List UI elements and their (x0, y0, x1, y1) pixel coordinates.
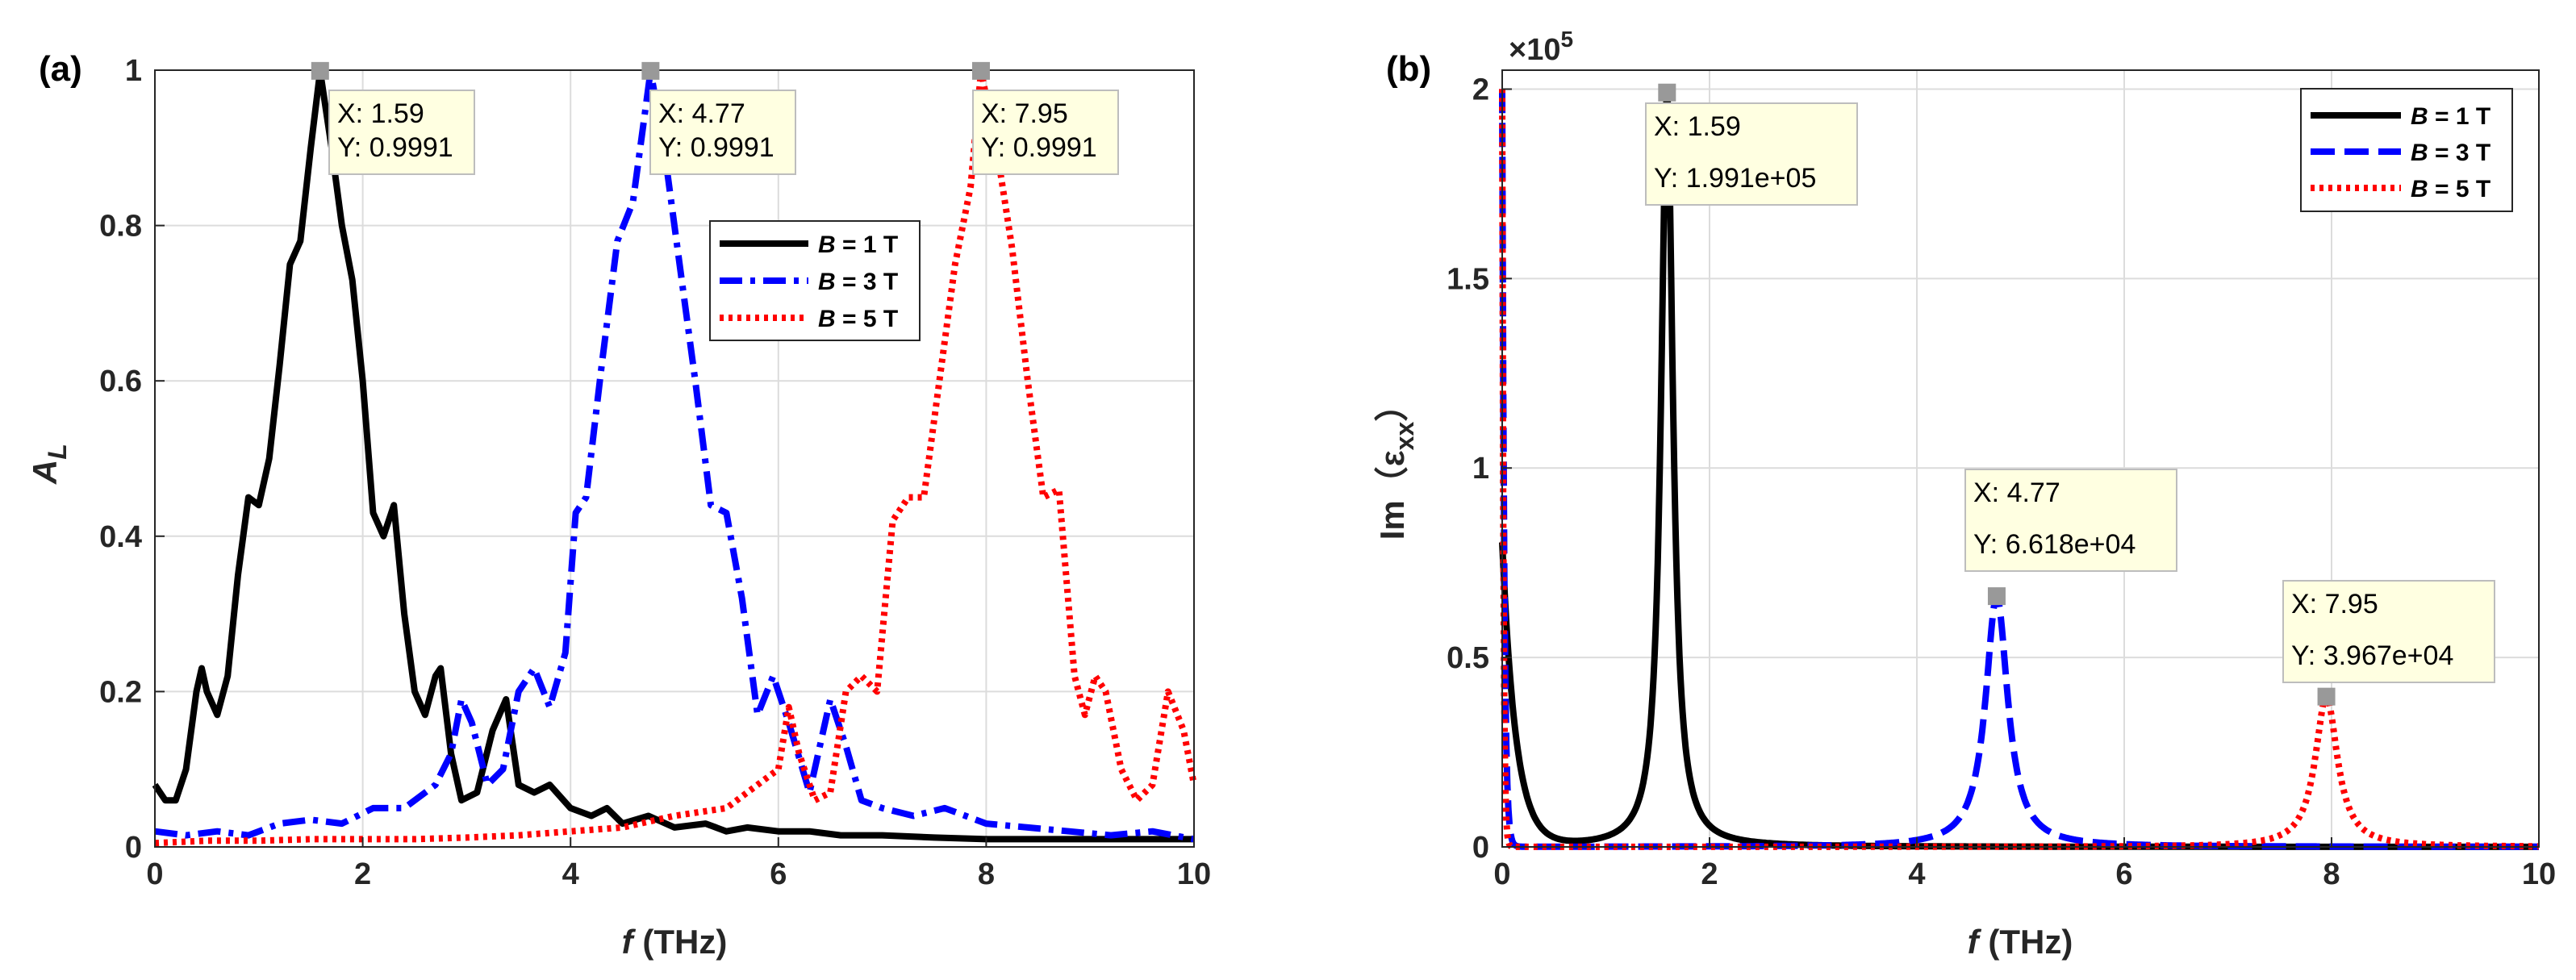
panel-a-datatip-x: X: 7.95 (981, 98, 1068, 129)
panel-b-ylabel-close: ） (1373, 388, 1411, 422)
panel-a-series (152, 67, 1197, 847)
panel-a-xtick-label: 10 (1177, 857, 1211, 891)
panel-b-legend: B = 1 T B = 3 T B = 5 T (2300, 88, 2513, 212)
panel-a-legend-b5: B = 5 T (818, 306, 898, 332)
panel-a-datatip-marker (971, 61, 990, 80)
panel-b-legend-box (2300, 88, 2513, 212)
panel-a-legend-b3: B = 3 T (818, 269, 898, 295)
panel-a-datatip-marker (641, 61, 660, 80)
panel-a-xtick-label: 6 (770, 857, 787, 891)
panel-b-datatip-box (2282, 580, 2495, 683)
panel-a-ylabel-sub: L (43, 444, 72, 460)
panel-b-legend-b5: B = 5 T (2411, 176, 2490, 202)
panel-a-plot-area (155, 70, 1194, 847)
panel-b-exponent-base: ×10 (1509, 33, 1560, 67)
panel-a-xlabel: f (THz) (622, 923, 728, 961)
panel-b-legend-b1: B = 1 T (2411, 103, 2490, 130)
panel-b-xtick-label: 6 (2115, 857, 2132, 891)
panel-a-series-b-3-t (154, 67, 1195, 843)
panel-b-ytick-label: 1.5 (1447, 262, 1489, 296)
panel-a-legend-b5-val: = 5 T (836, 306, 899, 332)
panel-b-exponent: ×105 (1509, 27, 1573, 67)
panel-a-ytick-label: 0.8 (99, 210, 142, 244)
panel-a-datatip-x: X: 1.59 (337, 98, 424, 129)
panel-b-datatip-x: X: 4.77 (1973, 477, 2060, 508)
panel-a-series-b-1-t (152, 67, 1194, 843)
panel-a-xlabel-var: f (622, 923, 637, 961)
panel-a-datatip-y: Y: 0.9991 (337, 132, 453, 163)
panel-b-datatip-box (1964, 469, 2177, 572)
panel-a-legend-b1-var: B (818, 231, 836, 258)
panel-b-ytick-label: 2 (1472, 73, 1489, 106)
panel-a-ylabel-main: A (26, 460, 64, 485)
panel-a-legend-b3-val: = 3 T (836, 269, 899, 295)
panel-a-ytick-label: 0.4 (99, 520, 142, 554)
panel-a-xtick-label: 0 (146, 857, 163, 891)
panel-a-ylabel: AL (26, 444, 72, 485)
panel-b-legend-b3: B = 3 T (2411, 140, 2490, 166)
panel-b-datatip-marker (1658, 83, 1676, 102)
panel-a-ytick-label: 1 (125, 54, 142, 88)
panel-a-legend-b5-var: B (818, 306, 836, 332)
panel-b-xtick-label: 4 (1908, 857, 1925, 891)
panel-b-chart: (b) 0 2 4 6 8 10 0 0.5 1 1.5 2 X: 1.59 Y: 1.991e+05… (1373, 27, 2556, 961)
panel-a-datatip-y: Y: 0.9991 (981, 132, 1097, 163)
panel-a-axes-box (154, 69, 1195, 848)
panel-b-datatip-y: Y: 3.967e+04 (2291, 640, 2453, 671)
panel-b-ylabel-sub: xx (1390, 422, 1419, 451)
panel-a-xlabel-unit: (THz) (633, 923, 728, 961)
panel-a-xtick-label: 8 (978, 857, 995, 891)
panel-b-ytick-label: 0 (1472, 831, 1489, 865)
panel-b-legend-b3-val: = 3 T (2428, 140, 2491, 166)
panel-b-axes-box (1501, 69, 2540, 848)
panel-b-xlabel-var: f (1968, 923, 1982, 961)
panel-a-datatip-box (972, 90, 1119, 175)
panel-a-xtick-label: 4 (562, 857, 579, 891)
panel-b-datatip-x: X: 1.59 (1654, 111, 1741, 142)
panel-b-ytick-label: 1 (1472, 452, 1489, 486)
panel-b-datatips: X: 1.59 Y: 1.991e+05 X: 4.77 Y: 6.618e+04 X:… (1645, 83, 2495, 706)
panel-a-legend-b3-var: B (818, 269, 836, 295)
panel-b-label: (b) (1386, 49, 1431, 89)
panel-b-datatip-x: X: 7.95 (2291, 589, 2378, 619)
panel-a-legend-b1: B = 1 T (818, 231, 898, 258)
panel-b-datatip-marker (2317, 687, 2336, 706)
panel-a-ytick-label: 0.2 (99, 675, 142, 709)
panel-b-exponent-power: 5 (1560, 27, 1573, 52)
panel-a-datatip-y: Y: 0.9991 (658, 132, 774, 163)
panel-a-label: (a) (39, 49, 82, 89)
panel-b-legend-b3-var: B (2411, 140, 2428, 166)
panel-b-xlabel-unit: (THz) (1979, 923, 2073, 961)
panel-a-legend: B = 1 T B = 3 T B = 5 T (709, 220, 921, 341)
panel-b-xtick-label: 0 (1493, 857, 1510, 891)
panel-b-legend-b1-var: B (2411, 103, 2428, 130)
panel-a-datatip-marker (311, 61, 329, 80)
panel-b-ticks: 0 2 4 6 8 10 0 0.5 1 1.5 2 (1447, 73, 2556, 891)
panel-a-datatip-box (649, 90, 796, 175)
panel-b-datatip-box (1645, 102, 1858, 206)
panel-a-datatip-box (328, 90, 475, 175)
panel-a-legend-b1-val: = 1 T (836, 231, 899, 258)
panel-a-ticks: 0 2 4 6 8 10 0 0.2 0.4 0.6 0.8 1 (99, 54, 1211, 891)
panel-b-xtick-label: 2 (1701, 857, 1718, 891)
panel-b-xtick-label: 8 (2323, 857, 2340, 891)
panel-a-xtick-label: 2 (354, 857, 371, 891)
panel-b-ylabel: Im（εxx） (1373, 388, 1419, 540)
panel-b-ytick-label: 0.5 (1447, 641, 1489, 675)
panel-a-ytick-label: 0 (125, 831, 142, 865)
panel-b-datatip-y: Y: 1.991e+05 (1654, 163, 1816, 194)
panel-b-xlabel: f (THz) (1968, 923, 2073, 961)
panel-b-xtick-label: 10 (2522, 857, 2556, 891)
panel-b-legend-b5-val: = 5 T (2428, 176, 2491, 202)
panel-a-datatip-x: X: 4.77 (658, 98, 745, 129)
panel-b-legend-b5-var: B (2411, 176, 2428, 202)
panel-b-datatip-marker (1987, 587, 2006, 606)
panel-b-ylabel-main: Im（ε (1373, 450, 1411, 540)
panel-b-legend-b1-val: = 1 T (2428, 103, 2491, 130)
panel-b-datatip-y: Y: 6.618e+04 (1973, 529, 2136, 560)
panel-a-ytick-label: 0.6 (99, 365, 142, 398)
